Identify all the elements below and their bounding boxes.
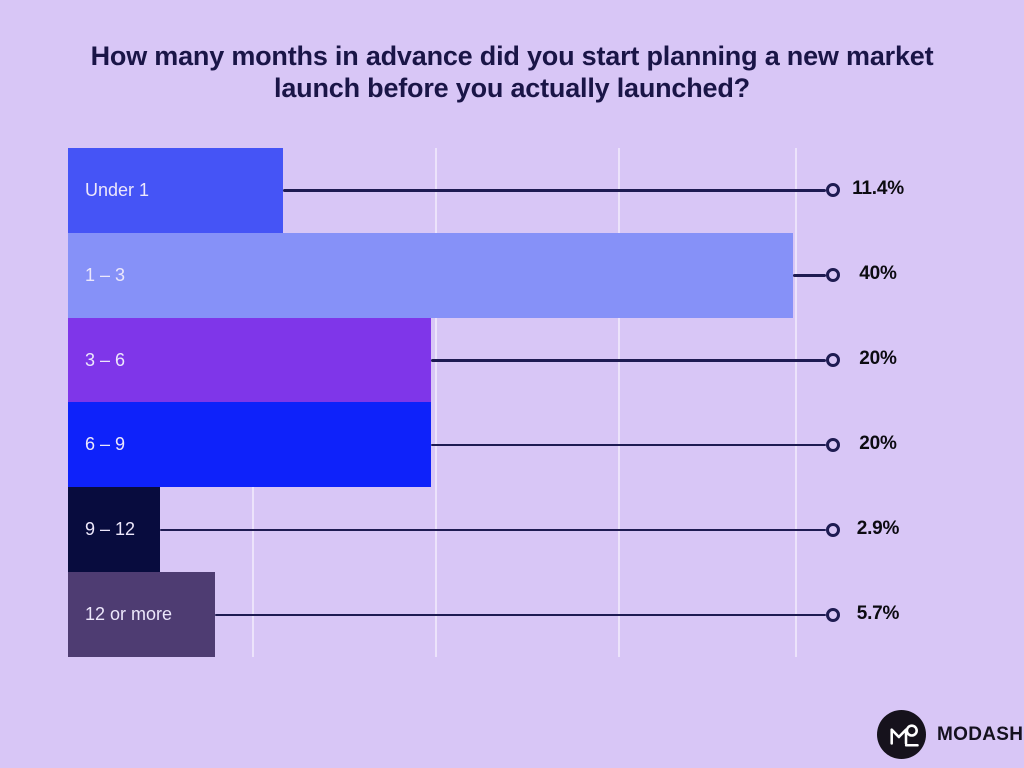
- bar: 1 – 3: [68, 232, 793, 318]
- bar-chart: Under 1 11.4% 1 – 3 40% 3 – 6 20% 6 – 9 20% 9 – …: [68, 148, 904, 657]
- bar-label: 1 – 3: [85, 264, 126, 285]
- marker-circle: [826, 607, 840, 622]
- bar-label: 9 – 12: [85, 519, 136, 540]
- bar-row: 6 – 9 20%: [68, 402, 897, 488]
- value-label: 40%: [859, 263, 897, 285]
- marker-circle: [826, 437, 840, 452]
- grid-line: [795, 148, 797, 657]
- bar: 9 – 12: [68, 487, 160, 573]
- marker-circle: [826, 183, 840, 198]
- bar-row: 12 or more 5.7%: [68, 572, 899, 657]
- value-label: 20%: [859, 348, 897, 370]
- bar-rows: Under 1 11.4% 1 – 3 40% 3 – 6 20% 6 – 9 20% 9 – …: [68, 148, 904, 657]
- grid-line: [435, 148, 437, 657]
- leader-line: [431, 359, 826, 362]
- leader-line: [793, 274, 826, 277]
- bar-label: 6 – 9: [85, 434, 126, 455]
- brand-footer: MODASH: [877, 710, 1023, 759]
- bar-row: 3 – 6 20%: [68, 317, 897, 403]
- bar-label: Under 1: [85, 179, 150, 200]
- leader-line: [431, 443, 826, 447]
- brand-name: MODASH: [937, 723, 1024, 745]
- marker-circle: [826, 268, 840, 283]
- bar-row: 9 – 12 2.9%: [68, 487, 899, 573]
- modash-logo-icon: [877, 710, 926, 759]
- bar: 6 – 9: [68, 402, 431, 488]
- marker-circle: [826, 522, 840, 537]
- bar: Under 1: [68, 148, 283, 233]
- value-label: 2.9%: [856, 517, 900, 539]
- chart-title: How many months in advance did you start…: [90, 41, 934, 103]
- grid-line: [618, 148, 620, 657]
- bar: 3 – 6: [68, 317, 431, 403]
- bar-label: 3 – 6: [85, 349, 126, 370]
- leader-line: [215, 613, 826, 617]
- bar-row: 1 – 3 40%: [68, 232, 897, 318]
- value-label: 20%: [859, 432, 897, 454]
- value-label: 11.4%: [852, 178, 904, 200]
- leader-line: [160, 528, 826, 532]
- marker-circle: [826, 353, 840, 368]
- bar-label: 12 or more: [85, 604, 173, 625]
- value-label: 5.7%: [856, 602, 900, 624]
- leader-line: [283, 189, 826, 192]
- bar: 12 or more: [68, 572, 215, 657]
- bar-row: Under 1 11.4%: [68, 148, 904, 233]
